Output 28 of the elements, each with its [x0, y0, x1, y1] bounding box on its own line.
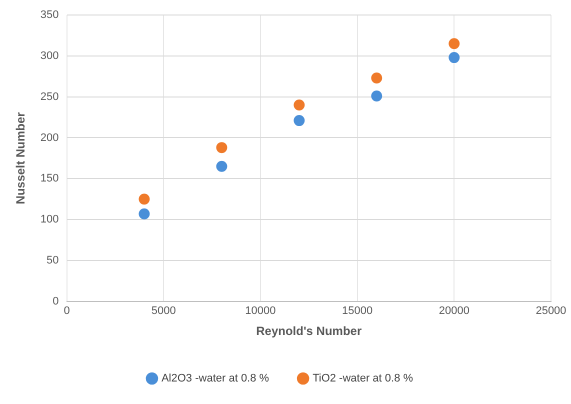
point	[216, 142, 228, 154]
point	[138, 194, 150, 205]
point	[448, 38, 460, 50]
point	[294, 100, 305, 111]
y-tick-label: 0	[52, 295, 59, 308]
y-tick-label: 250	[40, 90, 59, 103]
y-tick-label: 100	[40, 214, 59, 226]
y-tick-label: 50	[46, 254, 59, 267]
x-tick-label: 10000	[245, 305, 276, 318]
x-axis-title: Reynold's Number	[256, 324, 362, 338]
point	[216, 160, 228, 172]
y-tick-label: 300	[40, 50, 59, 62]
y-tick-label: 200	[40, 132, 59, 144]
x-tick-label: 15000	[342, 305, 373, 318]
y-tick-label: 150	[40, 172, 59, 185]
x-tick-label: 20000	[438, 305, 470, 318]
point	[371, 90, 382, 102]
point	[138, 208, 150, 220]
point	[371, 72, 382, 84]
legend-label: TiO2 -water at 0.8 %	[312, 372, 414, 385]
x-tick-label: 25000	[536, 305, 566, 318]
y-axis-title: Nusselt Number	[14, 112, 28, 204]
x-tick-label: 0	[64, 305, 70, 318]
point	[294, 115, 305, 126]
y-tick-label: 350	[40, 9, 59, 22]
legend-label: Al2O3 -water at 0.8 %	[161, 372, 270, 385]
point	[448, 52, 460, 64]
x-tick-label: 5000	[151, 305, 176, 318]
